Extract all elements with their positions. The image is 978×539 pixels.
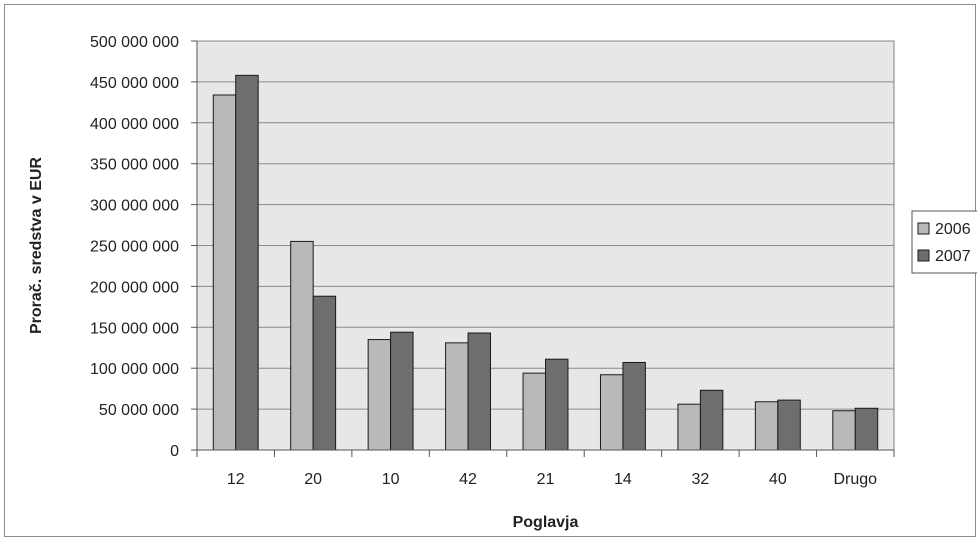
bars [212,74,879,451]
bar-2007-14 [622,361,646,451]
legend: 2006 2007 [911,210,977,274]
y-tick-label: 400 000 000 [90,116,179,133]
bar-2006-32 [677,403,701,451]
y-axis-tick-labels: 0 50 000 000 100 000 000 150 000 000 200 000… [90,34,179,460]
bar-2006-10 [367,339,392,451]
y-tick-label: 250 000 000 [90,239,179,256]
bar-2007-20 [312,295,337,451]
bar-2006-21 [522,372,547,451]
y-tick-label: 50 000 000 [99,402,179,419]
legend-swatch-2006 [917,222,930,235]
legend-swatch-2007 [917,249,930,262]
bar-2007-12 [235,74,259,451]
y-tick-label: 500 000 000 [90,34,179,51]
x-tick-label: 10 [382,471,400,488]
bar-2006-12 [212,94,237,451]
x-tick-label: Drugo [833,471,877,488]
bar-2006-40 [754,401,779,451]
bar-2007-21 [545,358,569,451]
bar-chart: 0 50 000 000 100 000 000 150 000 000 200 000… [28,34,977,531]
x-tick-label: 42 [459,471,477,488]
legend-label-2006: 2006 [935,221,971,238]
bar-2007-42 [467,332,492,451]
x-tick-label: 12 [227,471,245,488]
legend-box [911,210,977,274]
x-tick-label: 14 [614,471,632,488]
axes [191,40,895,457]
y-tick-label: 300 000 000 [90,198,179,215]
y-tick-label: 200 000 000 [90,279,179,296]
x-tick-label: 40 [769,471,787,488]
bar-2007-Drugo [854,407,879,451]
y-tick-label: 350 000 000 [90,157,179,174]
y-axis-title: Prorač. sredstva v EUR [28,157,45,334]
legend-label-2007: 2007 [935,248,971,265]
x-tick-label: 20 [304,471,322,488]
y-tick-label: 100 000 000 [90,361,179,378]
x-axis-title: Poglavja [513,514,579,531]
x-tick-label: 21 [537,471,555,488]
bar-2006-14 [599,374,624,451]
y-tick-label: 150 000 000 [90,320,179,337]
y-tick-label: 0 [170,443,179,460]
bar-2006-42 [445,342,469,451]
bar-2006-Drugo [832,410,856,451]
bar-2007-10 [390,331,414,451]
bar-2007-40 [777,399,801,451]
bar-2006-20 [290,240,314,451]
x-axis-tick-labels: 12 20 10 42 21 14 32 40 Drugo [227,471,877,488]
chart-area: 0 50 000 000 100 000 000 150 000 000 200 000… [4,4,977,537]
y-tick-label: 450 000 000 [90,75,179,92]
x-tick-label: 32 [691,471,709,488]
bar-2007-32 [699,389,724,451]
